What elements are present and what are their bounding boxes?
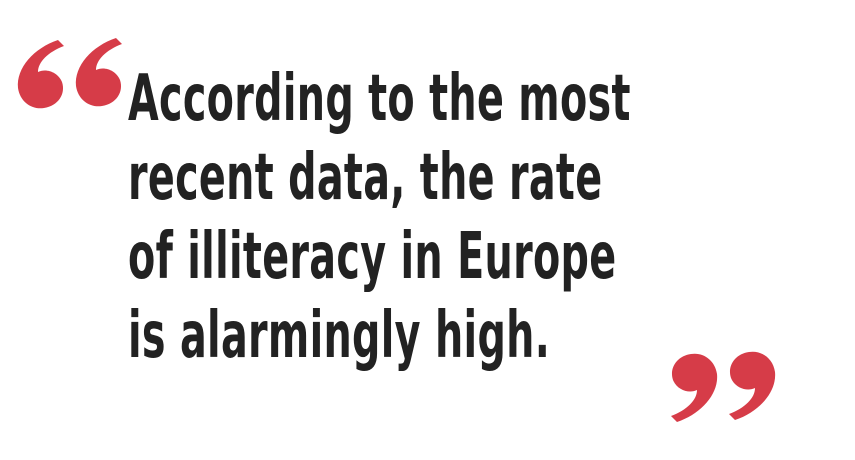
closing-quotation-mark-icon (671, 351, 776, 422)
quote-line-4: is alarmingly high. (128, 299, 551, 373)
quote-line-2: recent data, the rate (128, 141, 603, 215)
quote-line-1: According to the most (128, 62, 631, 136)
opening-quotation-mark-icon (17, 38, 122, 109)
quote-text: According to the most recent data, the r… (128, 60, 828, 376)
quote-line-3: of illiteracy in Europe (128, 220, 617, 294)
